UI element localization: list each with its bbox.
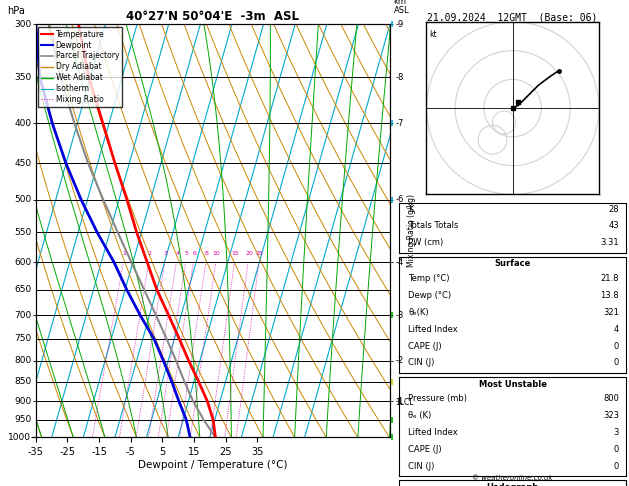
Text: -1: -1: [395, 397, 404, 406]
Text: CIN (J): CIN (J): [408, 462, 435, 470]
Text: 10: 10: [213, 251, 221, 256]
Text: θₑ(K): θₑ(K): [408, 308, 429, 317]
Text: 28: 28: [608, 205, 619, 213]
Text: 3.31: 3.31: [601, 238, 619, 247]
Text: 400: 400: [14, 119, 31, 127]
Text: 850: 850: [14, 377, 31, 386]
Text: 1LCL: 1LCL: [395, 398, 414, 406]
Title: 40°27'N 50°04'E  -3m  ASL: 40°27'N 50°04'E -3m ASL: [126, 10, 299, 23]
Text: 20: 20: [245, 251, 253, 256]
Text: 950: 950: [14, 416, 31, 424]
Text: 1: 1: [123, 251, 126, 256]
Text: CAPE (J): CAPE (J): [408, 445, 442, 453]
Text: 0: 0: [614, 462, 619, 470]
Text: 450: 450: [14, 159, 31, 168]
Text: 8: 8: [205, 251, 209, 256]
Text: 2: 2: [148, 251, 152, 256]
Text: 4: 4: [614, 325, 619, 333]
Text: 21.09.2024  12GMT  (Base: 06): 21.09.2024 12GMT (Base: 06): [428, 12, 598, 22]
Text: kt: kt: [429, 31, 437, 39]
Text: Hodograph: Hodograph: [486, 483, 539, 486]
Text: CAPE (J): CAPE (J): [408, 342, 442, 350]
Text: 3: 3: [614, 428, 619, 437]
Text: 1000: 1000: [8, 433, 31, 442]
Text: 5: 5: [185, 251, 189, 256]
Text: Temp (°C): Temp (°C): [408, 274, 450, 283]
Text: 900: 900: [14, 397, 31, 406]
Text: km
ASL: km ASL: [394, 0, 409, 15]
Text: Most Unstable: Most Unstable: [479, 380, 547, 388]
Text: CIN (J): CIN (J): [408, 358, 435, 367]
Text: Pressure (mb): Pressure (mb): [408, 394, 467, 403]
Text: 0: 0: [614, 342, 619, 350]
Text: 323: 323: [603, 411, 619, 420]
Text: 13.8: 13.8: [601, 291, 619, 300]
Text: -2: -2: [395, 356, 404, 365]
Text: PW (cm): PW (cm): [408, 238, 443, 247]
Text: Dewp (°C): Dewp (°C): [408, 291, 452, 300]
Text: Lifted Index: Lifted Index: [408, 325, 458, 333]
Text: 0: 0: [614, 358, 619, 367]
Text: 300: 300: [14, 20, 31, 29]
Text: -4: -4: [395, 258, 404, 267]
Text: K: K: [408, 205, 414, 213]
Text: 700: 700: [14, 311, 31, 319]
Text: -9: -9: [395, 20, 404, 29]
Text: 321: 321: [603, 308, 619, 317]
Text: 600: 600: [14, 258, 31, 267]
Text: -7: -7: [395, 119, 404, 127]
Text: 650: 650: [14, 285, 31, 294]
Text: Lifted Index: Lifted Index: [408, 428, 458, 437]
Text: θₑ (K): θₑ (K): [408, 411, 431, 420]
Text: 15: 15: [231, 251, 239, 256]
Text: 4: 4: [175, 251, 179, 256]
Text: 550: 550: [14, 228, 31, 237]
Text: 750: 750: [14, 334, 31, 343]
Text: 3: 3: [164, 251, 168, 256]
Text: 500: 500: [14, 195, 31, 204]
Text: -8: -8: [395, 73, 404, 82]
Text: 800: 800: [603, 394, 619, 403]
X-axis label: Dewpoint / Temperature (°C): Dewpoint / Temperature (°C): [138, 460, 287, 470]
Text: 800: 800: [14, 356, 31, 365]
Text: 0: 0: [614, 445, 619, 453]
Text: 6: 6: [192, 251, 196, 256]
Text: 25: 25: [256, 251, 264, 256]
Text: 43: 43: [608, 222, 619, 230]
Text: hPa: hPa: [8, 6, 25, 16]
Legend: Temperature, Dewpoint, Parcel Trajectory, Dry Adiabat, Wet Adiabat, Isotherm, Mi: Temperature, Dewpoint, Parcel Trajectory…: [38, 27, 122, 107]
Text: Totals Totals: Totals Totals: [408, 222, 459, 230]
Text: © weatheronline.co.uk: © weatheronline.co.uk: [472, 475, 553, 481]
Text: 21.8: 21.8: [601, 274, 619, 283]
Text: 350: 350: [14, 73, 31, 82]
Text: -3: -3: [395, 311, 404, 319]
Text: -6: -6: [395, 195, 404, 204]
Text: Mixing Ratio (g/kg): Mixing Ratio (g/kg): [408, 194, 416, 267]
Text: Surface: Surface: [494, 260, 531, 268]
